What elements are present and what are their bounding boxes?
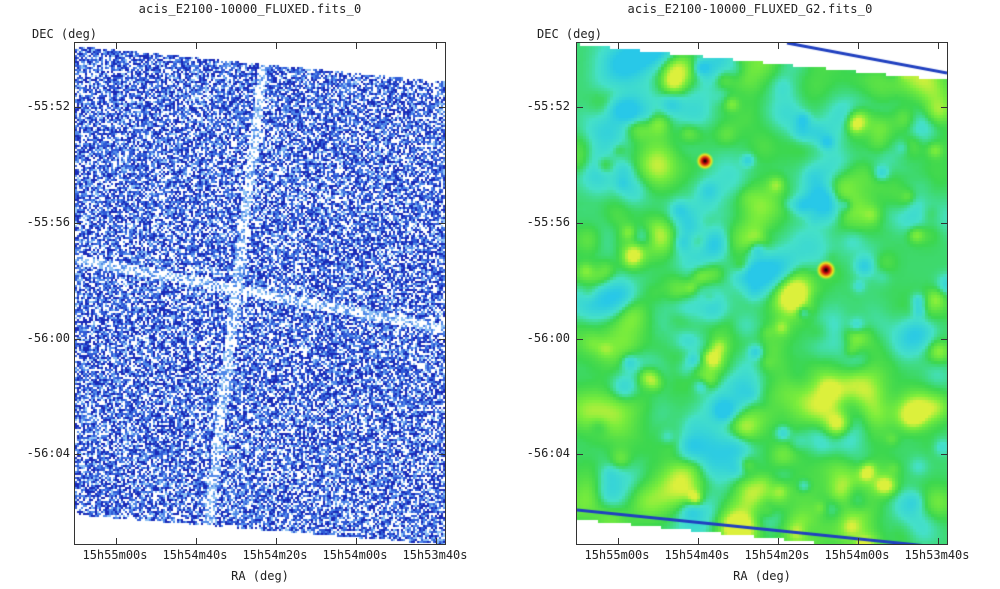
right-image-title: acis_E2100-10000_FLUXED_G2.fits_0 (627, 2, 873, 16)
left-fluxed-image[interactable] (74, 42, 446, 545)
axis-tick-mark (116, 538, 117, 544)
left-xtick: 15h54m40s (162, 548, 228, 562)
axis-tick-mark (75, 107, 81, 108)
axis-tick-mark (439, 339, 445, 340)
axis-tick-mark (577, 223, 583, 224)
right-xtick: 15h53m40s (904, 548, 970, 562)
axis-tick-mark (941, 223, 947, 224)
axis-tick-mark (577, 454, 583, 455)
axis-tick-mark (276, 43, 277, 49)
axis-tick-mark (75, 454, 81, 455)
left-xtick: 15h54m20s (242, 548, 308, 562)
left-xtick: 15h54m00s (322, 548, 388, 562)
axis-tick-mark (75, 223, 81, 224)
right-xtick: 15h55m00s (584, 548, 650, 562)
axis-tick-mark (439, 223, 445, 224)
axis-tick-mark (439, 107, 445, 108)
axis-tick-mark (116, 43, 117, 49)
left-ytick: -56:00 (26, 331, 70, 345)
axis-tick-mark (577, 107, 583, 108)
right-ytick: -55:52 (526, 99, 570, 113)
right-dec-axis-label: DEC (deg) (537, 27, 603, 41)
axis-tick-mark (276, 538, 277, 544)
axis-tick-mark (858, 43, 859, 49)
right-image-panel: acis_E2100-10000_FLUXED_G2.fits_0 DEC (d… (500, 0, 1000, 589)
axis-tick-mark (196, 538, 197, 544)
left-ra-axis-label: RA (deg) (231, 569, 289, 583)
axis-tick-mark (698, 538, 699, 544)
right-xtick: 15h54m20s (744, 548, 810, 562)
axis-tick-mark (436, 43, 437, 49)
axis-tick-mark (778, 43, 779, 49)
left-ytick: -55:56 (26, 215, 70, 229)
axis-tick-mark (356, 43, 357, 49)
right-xtick: 15h54m40s (664, 548, 730, 562)
right-ytick: -56:04 (526, 446, 570, 460)
axis-tick-mark (858, 538, 859, 544)
axis-tick-mark (577, 339, 583, 340)
axis-tick-mark (618, 43, 619, 49)
left-image-panel: acis_E2100-10000_FLUXED.fits_0 DEC (deg)… (26, 2, 468, 583)
axis-tick-mark (941, 339, 947, 340)
left-dec-axis-label: DEC (deg) (32, 27, 98, 41)
axis-tick-mark (439, 454, 445, 455)
right-ytick: -55:56 (526, 215, 570, 229)
axis-tick-mark (698, 43, 699, 49)
axis-tick-mark (938, 43, 939, 49)
axis-tick-mark (436, 538, 437, 544)
right-xtick: 15h54m00s (824, 548, 890, 562)
left-ytick: -55:52 (26, 99, 70, 113)
right-ra-axis-label: RA (deg) (733, 569, 791, 583)
axis-tick-mark (778, 538, 779, 544)
right-ytick: -56:00 (526, 331, 570, 345)
left-xtick: 15h55m00s (82, 548, 148, 562)
right-smoothed-image[interactable] (576, 42, 948, 545)
axis-tick-mark (938, 538, 939, 544)
axis-tick-mark (196, 43, 197, 49)
left-image-title: acis_E2100-10000_FLUXED.fits_0 (138, 2, 362, 16)
left-xtick: 15h53m40s (402, 548, 468, 562)
axis-tick-mark (941, 107, 947, 108)
axis-tick-mark (356, 538, 357, 544)
axis-tick-mark (75, 339, 81, 340)
axis-tick-mark (618, 538, 619, 544)
axis-tick-mark (941, 454, 947, 455)
left-ytick: -56:04 (26, 446, 70, 460)
